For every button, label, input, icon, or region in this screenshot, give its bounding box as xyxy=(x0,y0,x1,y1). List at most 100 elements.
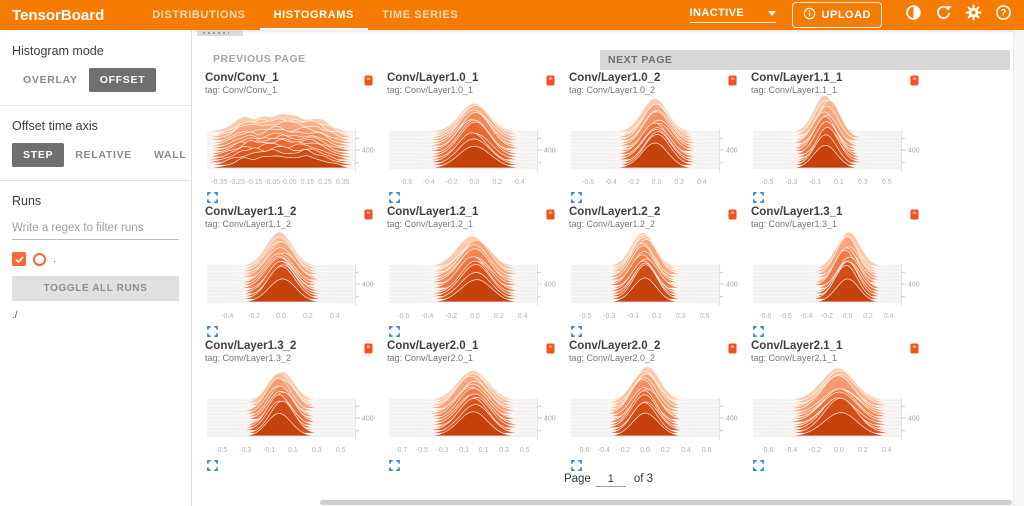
histogram-chart[interactable]: 400 -0.5 -0.3 -0.1 0.1 0.3 0.5 xyxy=(569,230,739,324)
expand-icon[interactable] xyxy=(207,324,218,342)
pin-icon[interactable] xyxy=(364,341,373,359)
status-dropdown[interactable]: INACTIVE xyxy=(689,7,776,23)
card-title: Conv/Layer2.0_1 xyxy=(387,340,479,352)
svg-text:0.2: 0.2 xyxy=(494,313,504,320)
offset-time-axis-option-step[interactable]: STEP xyxy=(12,143,65,167)
card-title: Conv/Layer1.1_2 xyxy=(205,206,297,218)
svg-text:-0.5: -0.5 xyxy=(215,447,227,454)
expand-icon[interactable] xyxy=(389,324,400,342)
expand-icon[interactable] xyxy=(571,324,582,342)
histogram-mode-option-offset[interactable]: OFFSET xyxy=(88,68,157,92)
runs-filter-input[interactable] xyxy=(12,220,179,240)
svg-text:0.0: 0.0 xyxy=(470,313,480,320)
vertical-scrollbar[interactable] xyxy=(1013,30,1024,506)
svg-text:-0.2: -0.2 xyxy=(618,447,630,454)
histogram-chart[interactable]: 400 -0.6 -0.4 -0.2 0.0 0.2 0.4 xyxy=(569,96,739,190)
runs-label: Runs xyxy=(12,194,42,208)
svg-text:-0.1: -0.1 xyxy=(263,447,275,454)
pin-icon[interactable] xyxy=(910,341,919,359)
svg-text:-0.6: -0.6 xyxy=(400,179,412,186)
toggle-all-runs-button[interactable]: TOGGLE ALL RUNS xyxy=(12,276,179,301)
expand-icon[interactable] xyxy=(571,190,582,208)
svg-text:0.4: 0.4 xyxy=(884,313,894,320)
histogram-chart[interactable]: 400 -0.35 -0.25 -0.15 -0.05 0.05 0.15 0.25 0.35 xyxy=(205,96,375,190)
refresh-icon[interactable] xyxy=(934,4,952,22)
card-title: Conv/Conv_1 xyxy=(205,72,279,84)
expand-icon[interactable] xyxy=(753,190,764,208)
svg-text:0.4: 0.4 xyxy=(330,313,340,320)
histogram-chart[interactable]: 400 -0.6 -0.4 -0.2 0.0 0.2 0.4 xyxy=(387,96,557,190)
svg-text:-0.3: -0.3 xyxy=(603,313,615,320)
histogram-card: Conv/Layer1.2_1 tag: Conv/Layer1.2_1 400 -0… xyxy=(387,206,557,337)
svg-text:400: 400 xyxy=(544,282,556,289)
histogram-chart[interactable]: 400 -0.5 -0.3 -0.1 0.1 0.3 0.5 xyxy=(751,96,921,190)
settings-icon[interactable] xyxy=(964,4,982,22)
histogram-card: Conv/Layer1.0_2 tag: Conv/Layer1.0_2 400 -0… xyxy=(569,72,739,203)
expand-icon[interactable] xyxy=(389,458,400,476)
run-name: . xyxy=(53,253,57,265)
svg-text:0.2: 0.2 xyxy=(661,447,671,454)
svg-text:0.05: 0.05 xyxy=(283,179,297,186)
histogram-chart[interactable]: 400 -0.5 -0.3 -0.1 0.1 0.3 0.5 xyxy=(205,364,375,458)
pin-icon[interactable] xyxy=(546,73,555,91)
histogram-chart[interactable]: 400 -0.4 -0.2 0.0 0.2 0.4 xyxy=(205,230,375,324)
svg-text:-0.3: -0.3 xyxy=(239,447,251,454)
svg-text:0.1: 0.1 xyxy=(479,447,489,454)
expand-icon[interactable] xyxy=(207,458,218,476)
help-icon[interactable]: ? xyxy=(994,4,1012,22)
expand-icon[interactable] xyxy=(753,458,764,476)
svg-text:-0.5: -0.5 xyxy=(579,313,591,320)
histogram-chart[interactable]: 400 -0.8 -0.6 -0.4 -0.2 0.0 0.2 0.4 xyxy=(751,230,921,324)
svg-text:0.0: 0.0 xyxy=(834,447,844,454)
main-tabs: DISTRIBUTIONS HISTOGRAMS TIME SERIES xyxy=(138,0,472,30)
histogram-chart[interactable]: 400 -0.6 -0.4 -0.2 0.0 0.2 0.4 xyxy=(387,230,557,324)
pin-icon[interactable] xyxy=(364,207,373,225)
histogram-chart[interactable]: 400 -0.6 -0.4 -0.2 0.0 0.2 0.4 0.6 xyxy=(569,364,739,458)
histogram-card: Conv/Layer2.1_1 tag: Conv/Layer2.1_1 400 -0… xyxy=(751,340,921,471)
pin-icon[interactable] xyxy=(364,73,373,91)
offset-time-axis-options: STEP RELATIVE WALL xyxy=(12,143,186,167)
upload-button[interactable]: UPLOAD xyxy=(791,2,882,28)
expand-icon[interactable] xyxy=(571,458,582,476)
tab-distributions[interactable]: DISTRIBUTIONS xyxy=(152,9,246,21)
pin-icon[interactable] xyxy=(546,207,555,225)
svg-text:0.0: 0.0 xyxy=(276,313,286,320)
run-checkbox[interactable] xyxy=(12,252,26,266)
tab-histograms[interactable]: HISTOGRAMS xyxy=(260,0,368,30)
tab-time-series[interactable]: TIME SERIES xyxy=(381,9,459,21)
svg-text:0.3: 0.3 xyxy=(676,313,686,320)
expand-icon[interactable] xyxy=(207,190,218,208)
svg-text:0.1: 0.1 xyxy=(652,313,662,320)
histogram-card: Conv/Layer1.1_1 tag: Conv/Layer1.1_1 400 -0… xyxy=(751,72,921,203)
svg-text:0.15: 0.15 xyxy=(301,179,315,186)
pin-icon[interactable] xyxy=(728,341,737,359)
svg-text:0.35: 0.35 xyxy=(336,179,350,186)
next-page-button[interactable]: NEXT PAGE xyxy=(600,50,1010,70)
histogram-chart[interactable]: 400 -0.6 -0.4 -0.2 0.0 0.2 0.4 xyxy=(751,364,921,458)
histogram-card: Conv/Layer1.0_1 tag: Conv/Layer1.0_1 400 -0… xyxy=(387,72,557,203)
pin-icon[interactable] xyxy=(910,207,919,225)
svg-text:400: 400 xyxy=(362,416,374,423)
pin-icon[interactable] xyxy=(910,73,919,91)
pin-icon[interactable] xyxy=(728,73,737,91)
pin-icon[interactable] xyxy=(546,341,555,359)
offset-time-axis-option-wall[interactable]: WALL xyxy=(143,143,198,167)
pin-icon[interactable] xyxy=(728,207,737,225)
histogram-mode-option-overlay[interactable]: OVERLAY xyxy=(12,68,89,92)
offset-time-axis-option-relative[interactable]: RELATIVE xyxy=(64,143,143,167)
contrast-icon[interactable] xyxy=(904,4,922,22)
svg-text:-0.1: -0.1 xyxy=(457,447,469,454)
svg-text:400: 400 xyxy=(908,416,920,423)
svg-text:-0.3: -0.3 xyxy=(436,447,448,454)
svg-text:0.2: 0.2 xyxy=(492,179,502,186)
horizontal-scrollbar[interactable] xyxy=(320,500,1012,505)
svg-text:400: 400 xyxy=(726,148,738,155)
expand-icon[interactable] xyxy=(753,324,764,342)
svg-text:0.2: 0.2 xyxy=(303,313,313,320)
svg-text:0.3: 0.3 xyxy=(312,447,322,454)
histogram-chart[interactable]: 400 -0.7 -0.5 -0.3 -0.1 0.1 0.3 0.5 xyxy=(387,364,557,458)
expand-icon[interactable] xyxy=(389,190,400,208)
run-color-swatch[interactable] xyxy=(33,252,46,266)
page-number-input[interactable] xyxy=(595,472,626,487)
previous-page-button[interactable]: PREVIOUS PAGE xyxy=(207,52,312,66)
